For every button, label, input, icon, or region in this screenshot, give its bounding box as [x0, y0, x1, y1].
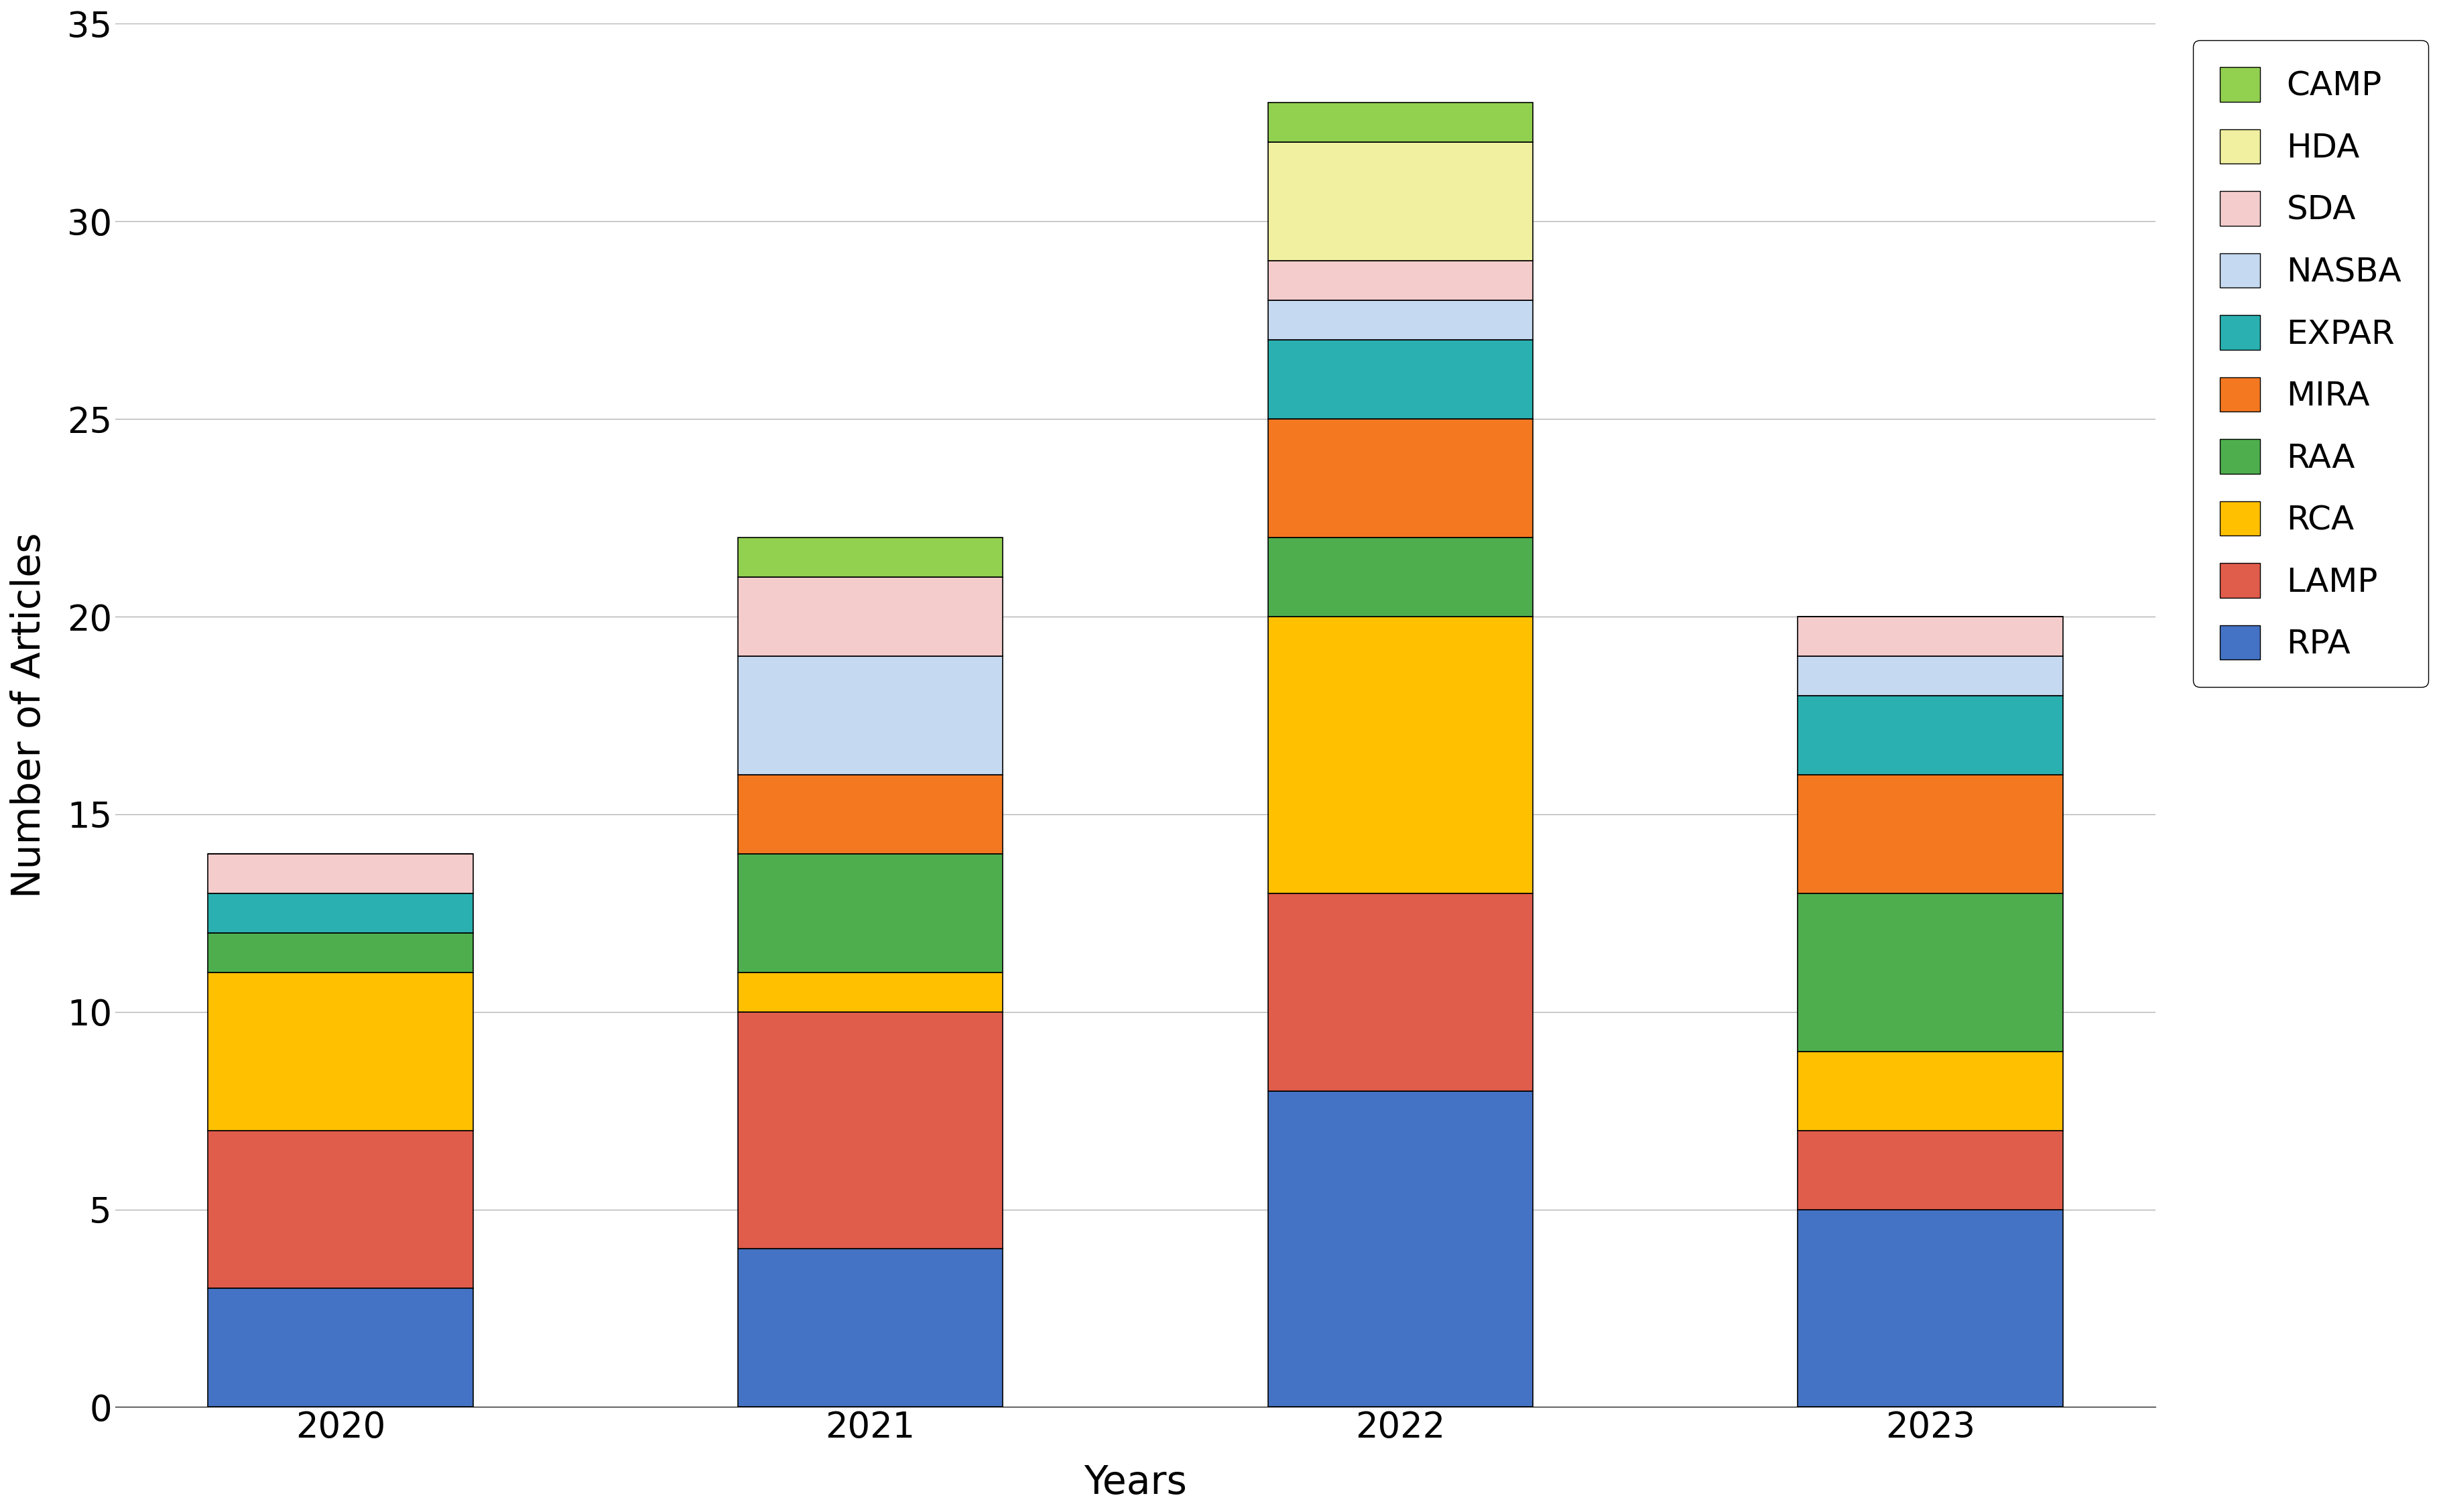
Bar — [738, 774, 1004, 854]
Bar — [1799, 774, 2062, 894]
Bar — [1267, 262, 1533, 301]
Bar — [207, 972, 473, 1131]
Legend: CAMP, HDA, SDA, NASBA, EXPAR, MIRA, RAA, RCA, LAMP, RPA: CAMP, HDA, SDA, NASBA, EXPAR, MIRA, RAA,… — [2193, 41, 2427, 688]
Bar — [1799, 1210, 2062, 1408]
Bar — [1267, 340, 1533, 419]
Bar — [1267, 301, 1533, 340]
Bar — [207, 894, 473, 933]
X-axis label: Years: Years — [1084, 1464, 1187, 1501]
Bar — [1799, 1131, 2062, 1210]
Y-axis label: Number of Articles: Number of Articles — [10, 532, 49, 898]
Bar — [207, 854, 473, 894]
Bar — [1267, 142, 1533, 262]
Bar — [207, 933, 473, 972]
Bar — [1267, 419, 1533, 538]
Bar — [738, 1012, 1004, 1249]
Bar — [1267, 1090, 1533, 1408]
Bar — [207, 1131, 473, 1288]
Bar — [1799, 656, 2062, 696]
Bar — [1799, 696, 2062, 774]
Bar — [738, 538, 1004, 578]
Bar — [1799, 617, 2062, 656]
Bar — [738, 972, 1004, 1012]
Bar — [1267, 617, 1533, 894]
Bar — [207, 1288, 473, 1408]
Bar — [1799, 1051, 2062, 1131]
Bar — [738, 578, 1004, 656]
Bar — [738, 656, 1004, 774]
Bar — [1267, 103, 1533, 142]
Bar — [1267, 538, 1533, 617]
Bar — [1267, 894, 1533, 1090]
Bar — [738, 1249, 1004, 1408]
Bar — [738, 854, 1004, 972]
Bar — [1799, 894, 2062, 1051]
